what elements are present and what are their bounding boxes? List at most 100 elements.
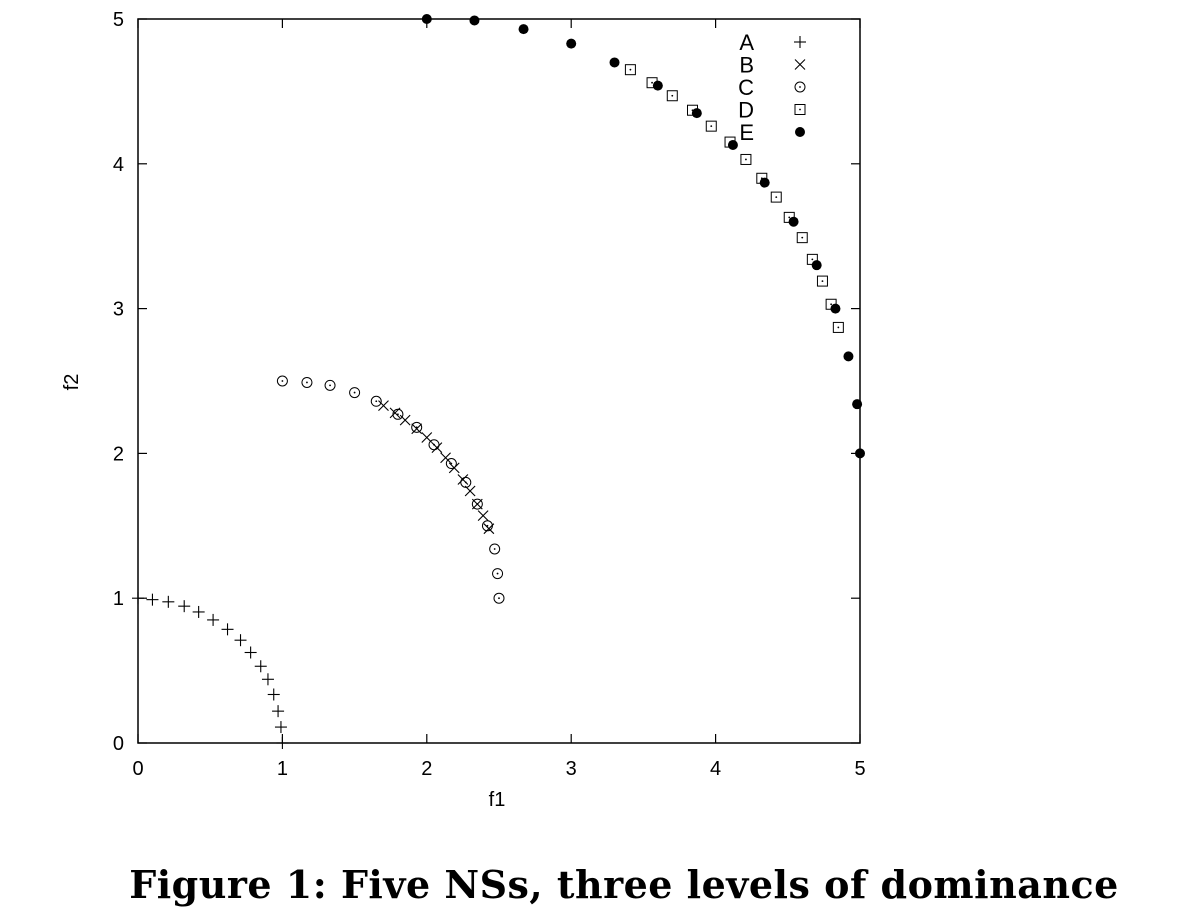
- point-E: [855, 448, 865, 459]
- point-D: [666, 90, 678, 102]
- marker-dot: [710, 125, 713, 128]
- legend-marker-D: [794, 104, 806, 115]
- point-A: [234, 634, 247, 647]
- point-C: [411, 421, 423, 433]
- marker-ring: [276, 375, 288, 387]
- marker-dot: [801, 236, 804, 239]
- point-C: [370, 395, 382, 407]
- marker-dot: [498, 597, 500, 600]
- marker-ring: [471, 498, 483, 510]
- x-tick-label: 2: [421, 758, 432, 780]
- marker-dot: [486, 524, 489, 527]
- point-D: [832, 321, 844, 333]
- marker-fill: [652, 80, 663, 91]
- marker-square: [770, 191, 782, 203]
- point-C: [276, 375, 288, 387]
- marker-dot: [821, 280, 824, 282]
- marker-square: [740, 153, 752, 165]
- point-A: [162, 595, 175, 608]
- marker-fill: [469, 15, 480, 26]
- marker-dot: [306, 381, 308, 384]
- marker-dot: [799, 108, 801, 111]
- point-B: [378, 400, 389, 412]
- tick-labels: 0 1 2 3 4 5 0 1 2 3 4 5: [113, 9, 866, 780]
- point-D: [770, 191, 782, 203]
- point-D: [705, 120, 717, 132]
- marker-ring: [349, 387, 361, 399]
- marker-dot: [375, 400, 378, 403]
- point-E: [811, 260, 822, 271]
- point-E: [609, 57, 620, 68]
- point-C: [493, 592, 505, 604]
- series-B: [378, 400, 495, 535]
- point-B: [399, 414, 411, 426]
- marker-fill: [811, 260, 822, 271]
- marker-fill: [421, 14, 432, 24]
- point-C: [445, 458, 457, 470]
- point-A: [276, 737, 289, 749]
- marker-ring: [445, 458, 457, 470]
- marker-ring: [428, 439, 440, 451]
- marker-dot: [671, 94, 674, 97]
- marker-fill: [566, 38, 577, 49]
- marker-dot: [788, 216, 791, 219]
- marker-fill: [759, 177, 770, 188]
- point-D: [740, 153, 752, 165]
- y-tick-label: 0: [113, 733, 124, 755]
- marker-dot: [745, 158, 747, 161]
- marker-dot: [775, 196, 778, 199]
- marker-square: [624, 64, 636, 76]
- marker-dot: [799, 86, 801, 88]
- point-B: [411, 423, 423, 435]
- marker-ring: [481, 520, 493, 532]
- y-axis-label: f2: [61, 374, 83, 391]
- marker-stroke: [794, 59, 806, 70]
- marker-ring: [492, 568, 504, 580]
- marker-fill: [843, 351, 854, 362]
- marker-dot: [464, 481, 467, 484]
- point-D: [796, 232, 808, 244]
- point-C: [349, 387, 361, 399]
- marker-dot: [496, 572, 499, 575]
- x-tick-label: 3: [566, 758, 577, 780]
- point-A: [244, 646, 257, 659]
- point-A: [261, 673, 274, 686]
- point-C: [324, 379, 336, 391]
- legend-marker-A: [794, 36, 806, 48]
- data-points: [132, 14, 865, 749]
- marker-dot: [353, 391, 356, 394]
- marker-square: [816, 275, 828, 287]
- point-E: [652, 80, 663, 91]
- marker-fill: [830, 303, 841, 314]
- x-axis-label: f1: [489, 789, 506, 811]
- x-tick-label: 4: [710, 758, 721, 780]
- marker-square: [794, 104, 806, 115]
- marker-fill: [727, 139, 738, 150]
- point-E: [759, 177, 770, 188]
- marker-ring: [411, 421, 423, 433]
- point-C: [481, 520, 493, 532]
- marker-dot: [329, 384, 331, 387]
- legend-marker-B: [794, 59, 806, 70]
- point-B: [440, 452, 451, 464]
- marker-dot: [476, 503, 479, 505]
- axis-ticks: [137, 18, 861, 744]
- marker-square: [666, 90, 678, 102]
- point-E: [691, 108, 702, 119]
- marker-fill: [795, 127, 805, 137]
- point-A: [221, 623, 234, 636]
- marker-ring: [392, 408, 404, 420]
- marker-square: [796, 232, 808, 244]
- marker-ring: [301, 376, 313, 388]
- marker-stroke: [464, 485, 476, 497]
- point-B: [421, 432, 433, 443]
- y-tick-label: 3: [113, 299, 124, 321]
- marker-square: [832, 321, 844, 333]
- legend-label-C: C: [738, 75, 754, 100]
- marker-dot: [433, 443, 435, 446]
- marker-dot: [811, 258, 814, 261]
- marker-stroke: [457, 474, 469, 485]
- marker-stroke: [378, 400, 389, 412]
- series-C: [276, 375, 505, 604]
- figure-caption: Figure 1: Five NSs, three levels of domi…: [129, 862, 1119, 907]
